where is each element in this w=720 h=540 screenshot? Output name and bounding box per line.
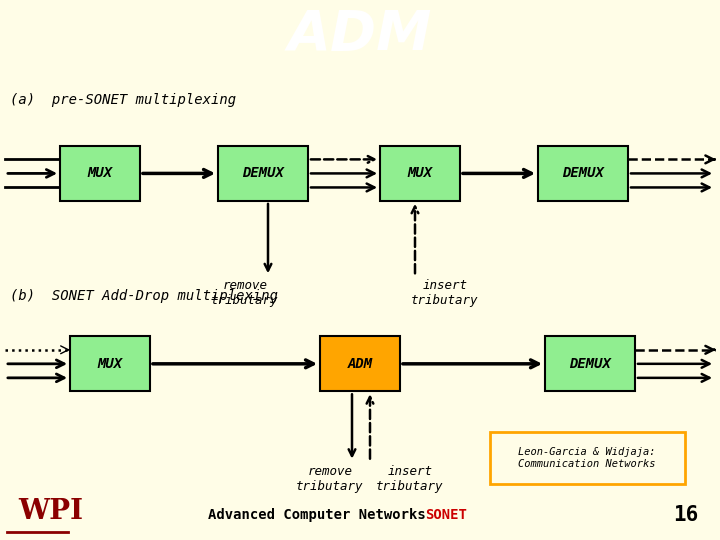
Bar xyxy=(320,336,400,392)
Text: DEMUX: DEMUX xyxy=(242,166,284,180)
FancyBboxPatch shape xyxy=(490,432,685,484)
Text: SONET: SONET xyxy=(426,508,467,522)
Text: WPI: WPI xyxy=(18,498,83,525)
Text: insert
tributary: insert tributary xyxy=(411,279,479,307)
Text: Leon-Garcia & Widjaja:
Communication Networks: Leon-Garcia & Widjaja: Communication Net… xyxy=(518,447,656,469)
Bar xyxy=(538,146,628,201)
Text: MUX: MUX xyxy=(87,166,112,180)
Text: (b)  SONET Add-Drop multiplexing: (b) SONET Add-Drop multiplexing xyxy=(10,289,278,302)
Text: Advanced Computer Networks: Advanced Computer Networks xyxy=(208,508,426,522)
Text: DEMUX: DEMUX xyxy=(569,357,611,371)
Text: insert
tributary: insert tributary xyxy=(377,464,444,492)
Text: DEMUX: DEMUX xyxy=(562,166,604,180)
Bar xyxy=(218,146,308,201)
Text: (a)  pre-SONET multiplexing: (a) pre-SONET multiplexing xyxy=(10,93,236,107)
Text: 16: 16 xyxy=(673,505,698,525)
Bar xyxy=(60,146,140,201)
Text: ADM: ADM xyxy=(348,357,372,371)
Text: MUX: MUX xyxy=(97,357,122,371)
Text: ADM: ADM xyxy=(288,8,432,62)
Text: remove
tributary: remove tributary xyxy=(211,279,279,307)
Bar xyxy=(545,336,635,392)
Text: remove
tributary: remove tributary xyxy=(296,464,364,492)
Text: MUX: MUX xyxy=(408,166,433,180)
Bar xyxy=(380,146,460,201)
Bar xyxy=(70,336,150,392)
